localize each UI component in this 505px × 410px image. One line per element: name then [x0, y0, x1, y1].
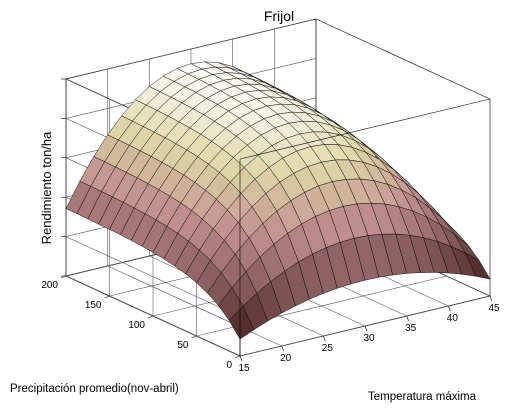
tick-labels: 15 20 25 30 35 40 45 0 50 100 150 200 [41, 78, 500, 374]
y-axis-label: Precipitación promedio(nov-abril) [10, 383, 179, 395]
x-tick-mark [364, 325, 368, 332]
z-axis-label: Rendimiento ton/ha [39, 131, 54, 245]
y-tick-mark [191, 335, 197, 339]
x-tick-label: 45 [488, 303, 500, 314]
grid-line [65, 18, 317, 80]
x-tick-label: 25 [322, 343, 334, 354]
surface-mesh [65, 61, 491, 340]
surface-patch [464, 252, 491, 280]
x-tick-label: 20 [280, 353, 292, 364]
y-tick-mark [234, 355, 241, 359]
box-edge [315, 18, 491, 100]
y-tick-label: 150 [85, 300, 102, 311]
box-edge [239, 98, 491, 160]
y-tick-label: 50 [177, 340, 189, 351]
chart-front-box [239, 18, 491, 356]
x-axis-label: Temperatura máxima [368, 391, 477, 403]
x-tick-mark [323, 335, 326, 342]
x-tick-label: 30 [363, 333, 375, 344]
x-tick-label: 35 [405, 323, 417, 334]
x-tick-mark [281, 345, 284, 352]
x-tick-mark [239, 355, 243, 362]
grid-line [65, 236, 241, 317]
y-tick-label: 200 [41, 280, 58, 291]
y-tick-label: 100 [128, 320, 145, 331]
x-tick-mark [406, 315, 409, 322]
x-tick-label: 15 [238, 363, 250, 374]
x-tick-mark [448, 305, 451, 312]
y-tick-mark [147, 315, 154, 319]
x-tick-label: 40 [447, 313, 459, 324]
y-tick-mark [104, 295, 110, 299]
y-tick-mark [60, 275, 67, 279]
x-tick-mark [489, 295, 493, 302]
chart-title: Frijol [264, 8, 294, 24]
y-tick-label: 0 [226, 360, 232, 371]
